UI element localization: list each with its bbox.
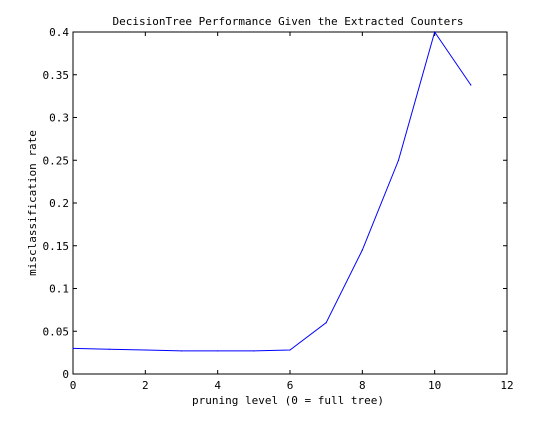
- data-point: [108, 348, 110, 350]
- x-tick-label: 6: [287, 379, 294, 392]
- y-tick-label: 0.3: [49, 112, 69, 125]
- data-point: [434, 31, 436, 33]
- x-tick-label: 4: [214, 379, 221, 392]
- chart-title: DecisionTree Performance Given the Extra…: [113, 15, 464, 28]
- x-tick-label: 0: [70, 379, 77, 392]
- y-tick-label: 0.35: [43, 69, 70, 82]
- y-tick-label: 0: [62, 368, 69, 381]
- data-point: [325, 322, 327, 324]
- data-point: [72, 347, 74, 349]
- y-tick-label: 0.1: [49, 283, 69, 296]
- data-point: [253, 350, 255, 352]
- y-tick-label: 0.15: [43, 240, 70, 253]
- x-tick-label: 12: [500, 379, 513, 392]
- y-tick-label: 0.2: [49, 197, 69, 210]
- series-line: [72, 30, 472, 352]
- y-axis-label: misclassification rate: [26, 130, 39, 276]
- y-tick-label: 0.05: [43, 325, 70, 338]
- y-tick-label: 0.25: [43, 154, 70, 167]
- series-layer: [72, 30, 472, 352]
- x-tick-label: 10: [428, 379, 441, 392]
- x-tick-label: 8: [359, 379, 366, 392]
- data-point: [397, 159, 400, 161]
- x-tick-label: 2: [142, 379, 149, 392]
- data-point: [289, 349, 291, 351]
- x-axis-ticks: 0 2 4 6 8 10 12: [70, 32, 514, 392]
- y-axis-ticks: 0 0.05 0.1 0.15 0.2 0.25 0.3 0.35 0.4: [43, 26, 507, 381]
- data-point: [180, 350, 183, 352]
- y-tick-label: 0.4: [49, 26, 69, 39]
- x-axis-label: pruning level (0 = full tree): [192, 394, 384, 407]
- plot-frame: [72, 31, 508, 375]
- data-point: [470, 84, 472, 86]
- data-point: [144, 349, 146, 351]
- data-point: [217, 350, 219, 352]
- data-point: [361, 249, 363, 251]
